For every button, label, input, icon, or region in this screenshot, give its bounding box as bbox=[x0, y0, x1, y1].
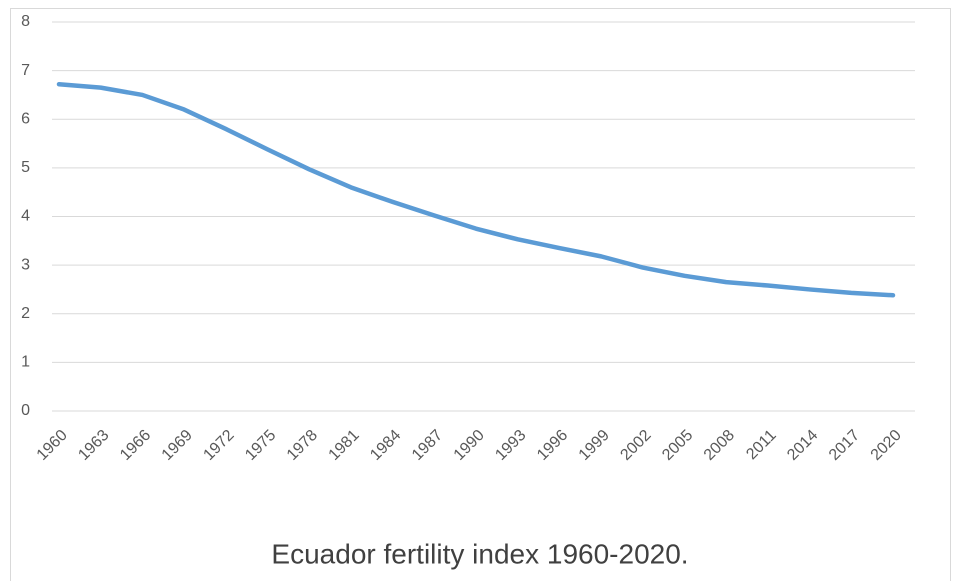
x-tick-label: 2014 bbox=[784, 427, 821, 464]
y-tick-label: 7 bbox=[21, 62, 30, 79]
x-tick-label: 2020 bbox=[868, 427, 905, 464]
x-tick-label: 2011 bbox=[743, 427, 779, 463]
x-tick-label: 1990 bbox=[451, 427, 488, 464]
x-tick-label: 1987 bbox=[409, 427, 446, 464]
y-tick-label: 0 bbox=[21, 402, 30, 419]
x-tick-label: 1993 bbox=[492, 427, 529, 464]
x-tick-label: 1999 bbox=[576, 427, 613, 464]
y-tick-label: 3 bbox=[21, 256, 30, 273]
x-tick-label: 2005 bbox=[659, 427, 696, 464]
y-tick-label: 8 bbox=[21, 13, 30, 30]
x-tick-label: 1969 bbox=[159, 427, 196, 464]
x-tick-label: 2017 bbox=[826, 427, 863, 464]
y-tick-label: 4 bbox=[21, 208, 30, 225]
x-tick-label: 1975 bbox=[242, 427, 279, 464]
x-tick-label: 2008 bbox=[701, 427, 738, 464]
y-tick-label: 2 bbox=[21, 305, 30, 322]
data-line bbox=[56, 81, 896, 298]
y-tick-label: 1 bbox=[21, 354, 30, 371]
y-tick-label: 6 bbox=[21, 110, 30, 127]
x-tick-label: 1960 bbox=[34, 427, 71, 464]
x-tick-label: 1981 bbox=[326, 427, 363, 464]
x-tick-label: 1966 bbox=[117, 427, 154, 464]
x-tick-label: 1963 bbox=[75, 427, 112, 464]
y-tick-label: 5 bbox=[21, 159, 30, 176]
x-tick-label: 1978 bbox=[284, 427, 321, 464]
chart-title: Ecuador fertility index 1960-2020. bbox=[271, 538, 688, 569]
chart-border bbox=[10, 8, 951, 581]
x-tick-label: 1996 bbox=[534, 427, 571, 464]
x-tick-label: 1972 bbox=[200, 427, 237, 464]
x-tick-label: 1984 bbox=[367, 427, 404, 464]
x-tick-label: 2002 bbox=[617, 427, 654, 464]
